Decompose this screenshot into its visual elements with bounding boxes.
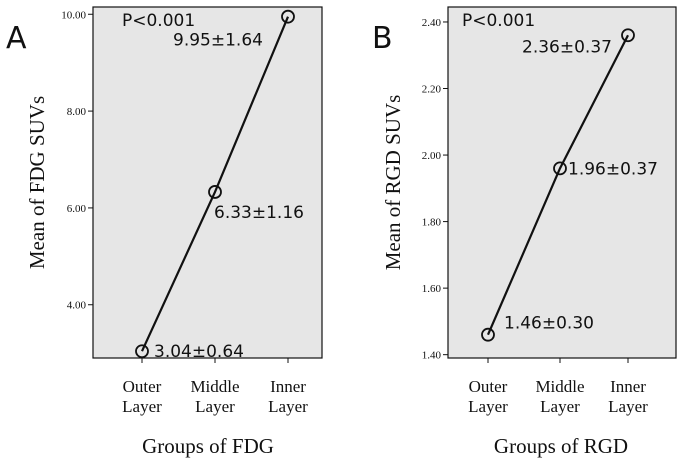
y-axis-title: Mean of FDG SUVs (25, 96, 49, 269)
y-axis-title: Mean of RGD SUVs (381, 95, 405, 271)
series-line (486, 34, 629, 336)
y-tick-label: 8.00 (67, 106, 87, 118)
x-category-label: Layer (468, 397, 508, 416)
data-point (208, 185, 222, 199)
data-label: 3.04±0.64 (154, 342, 244, 362)
x-axis-title: Groups of RGD (494, 434, 628, 458)
data-label: 6.33±1.16 (214, 203, 304, 223)
data-point (135, 344, 149, 359)
p-value-annotation: P<0.001 (462, 11, 535, 31)
plot-area (92, 6, 323, 359)
data-point (481, 327, 495, 342)
y-tick-label: 2.20 (422, 84, 442, 96)
x-category-label: Layer (608, 397, 648, 416)
x-category-label: Outer (469, 377, 508, 396)
panel-letter: B (372, 21, 393, 56)
y-tick-label: 6.00 (67, 203, 87, 215)
y-tick-label: 1.80 (422, 217, 442, 229)
x-category-label: Layer (268, 397, 308, 416)
x-category-label: Middle (190, 377, 239, 396)
data-label: 2.36±0.37 (522, 37, 612, 57)
x-category-label: Middle (535, 377, 584, 396)
series-line (141, 16, 290, 352)
y-tick-label: 10.00 (61, 9, 86, 21)
data-label: 1.46±0.30 (504, 314, 594, 334)
y-tick-label: 2.40 (422, 17, 442, 29)
data-label: 9.95±1.64 (173, 31, 263, 51)
chart-panel-b: B1.401.601.802.002.202.40OuterLayerMiddl… (372, 6, 677, 458)
chart-panel-a: A4.006.008.0010.00OuterLayerMiddleLayerI… (6, 6, 323, 458)
panel-letter: A (6, 21, 27, 56)
x-category-label: Layer (540, 397, 580, 416)
plot-area (447, 6, 677, 359)
data-point (281, 9, 295, 24)
x-category-label: Layer (122, 397, 162, 416)
y-tick-label: 1.40 (422, 350, 442, 362)
y-tick-label: 2.00 (422, 150, 442, 162)
x-category-label: Layer (195, 397, 235, 416)
x-category-label: Inner (610, 377, 646, 396)
x-axis-title: Groups of FDG (142, 434, 274, 458)
x-category-label: Outer (123, 377, 162, 396)
p-value-annotation: P<0.001 (122, 11, 195, 31)
y-tick-label: 1.60 (422, 283, 442, 295)
x-category-label: Inner (270, 377, 306, 396)
data-point (621, 28, 635, 43)
data-label: 1.96±0.37 (568, 159, 658, 179)
y-tick-label: 4.00 (67, 300, 87, 312)
data-point (553, 161, 567, 176)
